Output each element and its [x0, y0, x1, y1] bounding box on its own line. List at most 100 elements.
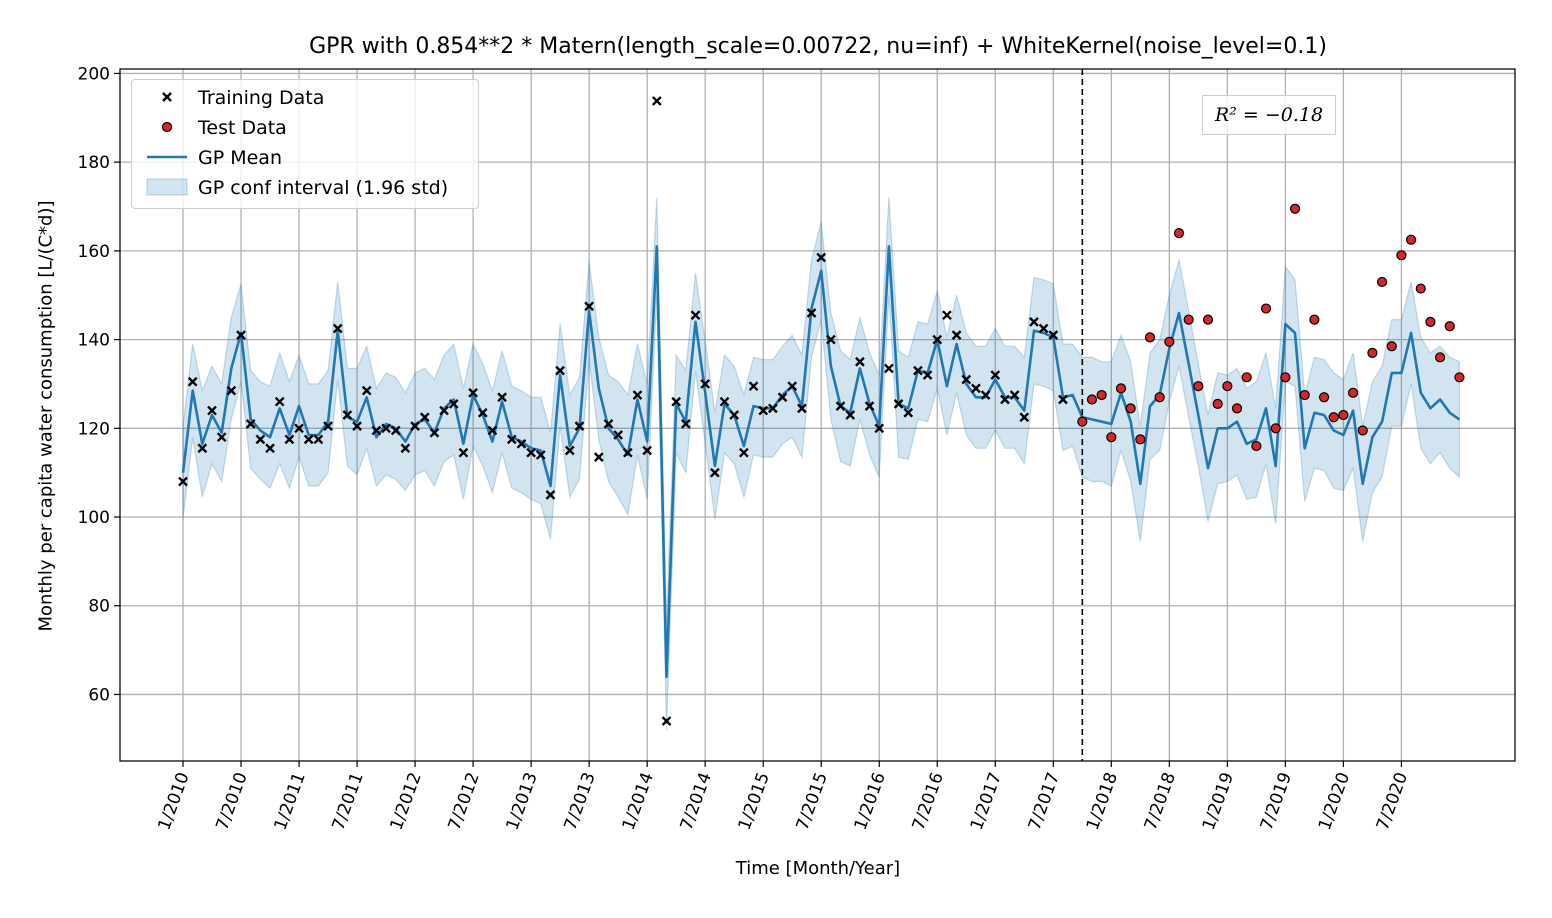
training-point — [1009, 390, 1020, 400]
training-point — [342, 410, 353, 420]
test-point — [1396, 250, 1407, 261]
x-tick-label: 7/2018 — [1141, 770, 1180, 833]
test-point — [1454, 372, 1465, 383]
training-point — [661, 716, 672, 726]
x-tick-label: 7/2019 — [1257, 770, 1296, 833]
x-tick-label: 7/2016 — [909, 770, 948, 833]
test-point — [1183, 314, 1194, 325]
training-point — [352, 421, 362, 431]
legend: Training Data Test Data GP Mean GP conf … — [131, 79, 479, 209]
test-point — [1135, 434, 1146, 445]
x-tick-label: 1/2013 — [503, 770, 542, 833]
legend-item-mean: GP Mean — [132, 143, 478, 173]
x-tick-label: 1/2020 — [1315, 770, 1354, 833]
test-point — [1444, 321, 1455, 332]
y-tick-label: 60 — [88, 685, 110, 705]
test-point — [1154, 392, 1165, 403]
training-point — [680, 419, 691, 429]
training-point — [642, 445, 653, 456]
training-point — [739, 447, 749, 458]
test-point — [1376, 276, 1388, 288]
test-point — [1347, 387, 1359, 398]
legend-item-conf: GP conf interval (1.96 std) — [132, 173, 478, 203]
test-point — [1086, 394, 1098, 405]
training-point — [913, 365, 923, 376]
training-point — [284, 434, 295, 445]
training-point — [545, 489, 556, 500]
training-point — [729, 410, 740, 420]
r2-annotation: R² = −0.18 — [1202, 95, 1336, 135]
training-point — [265, 443, 275, 454]
training-point — [1058, 394, 1068, 405]
training-point — [216, 432, 227, 443]
training-point — [448, 399, 459, 409]
test-point — [1173, 228, 1185, 239]
test-point — [1405, 234, 1417, 245]
test-point — [1193, 381, 1204, 392]
plot-frame — [119, 68, 1516, 762]
training-point — [323, 421, 333, 431]
training-point — [429, 427, 440, 438]
training-point — [816, 252, 827, 263]
x-tick-label: 1/2012 — [387, 770, 426, 833]
y-tick-label: 200 — [78, 64, 110, 84]
training-point — [245, 419, 256, 429]
test-point — [1106, 432, 1117, 443]
test-point — [1434, 352, 1446, 363]
training-point — [555, 365, 565, 376]
x-tick-label: 7/2013 — [561, 770, 600, 833]
test-point — [1231, 403, 1243, 414]
training-point — [758, 405, 769, 416]
test-point — [1260, 303, 1272, 314]
training-point — [651, 96, 662, 106]
y-axis-label: Monthly per capita water consumption [L/… — [35, 200, 57, 632]
training-point — [574, 421, 585, 431]
training-point — [603, 419, 614, 429]
dot-marker-icon — [161, 121, 173, 133]
training-point — [197, 443, 208, 454]
test-point — [1270, 423, 1281, 434]
y-tick-label: 120 — [78, 419, 110, 439]
training-point — [855, 356, 865, 367]
x-tick-label: 1/2017 — [967, 770, 1006, 833]
training-point — [564, 445, 575, 456]
x-tick-label: 1/2011 — [270, 770, 309, 833]
band-swatch-icon — [146, 178, 188, 196]
test-point — [1251, 440, 1262, 452]
y-axis-ticks: 60 80 100 120 140 160 180 200 — [78, 64, 120, 705]
training-point — [932, 334, 943, 345]
test-point — [1299, 389, 1310, 401]
x-tick-label: 7/2011 — [329, 770, 368, 833]
test-points — [1077, 203, 1465, 452]
line-icon — [147, 155, 187, 159]
training-point — [236, 330, 246, 341]
x-tick-label: 1/2018 — [1083, 770, 1122, 833]
y-tick-label: 180 — [78, 153, 110, 173]
x-axis-ticks: 1/2010 7/2010 1/2011 7/2011 1/2012 7/2012 1/20… — [154, 761, 1412, 833]
test-point — [1280, 372, 1291, 383]
legend-label-test: Test Data — [198, 117, 287, 139]
training-point — [884, 363, 894, 374]
training-point — [400, 443, 411, 454]
training-point — [477, 407, 488, 418]
training-point — [613, 430, 623, 440]
y-tick-label: 80 — [88, 597, 110, 617]
y-tick-label: 100 — [78, 508, 110, 528]
training-point — [390, 425, 401, 436]
legend-item-test: Test Data — [132, 113, 478, 143]
x-tick-label: 1/2010 — [154, 770, 193, 833]
training-point — [951, 330, 962, 341]
test-point — [1328, 412, 1339, 423]
test-point — [1096, 389, 1107, 401]
test-point — [1309, 314, 1320, 325]
training-point — [458, 447, 469, 458]
training-point — [178, 476, 188, 487]
legend-label-training: Training Data — [198, 87, 325, 109]
training-point — [332, 323, 343, 334]
training-point — [632, 390, 643, 400]
training-point — [468, 387, 478, 398]
test-point — [1386, 341, 1397, 352]
training-point — [584, 301, 594, 312]
training-point — [1038, 323, 1049, 334]
training-point — [903, 407, 914, 418]
